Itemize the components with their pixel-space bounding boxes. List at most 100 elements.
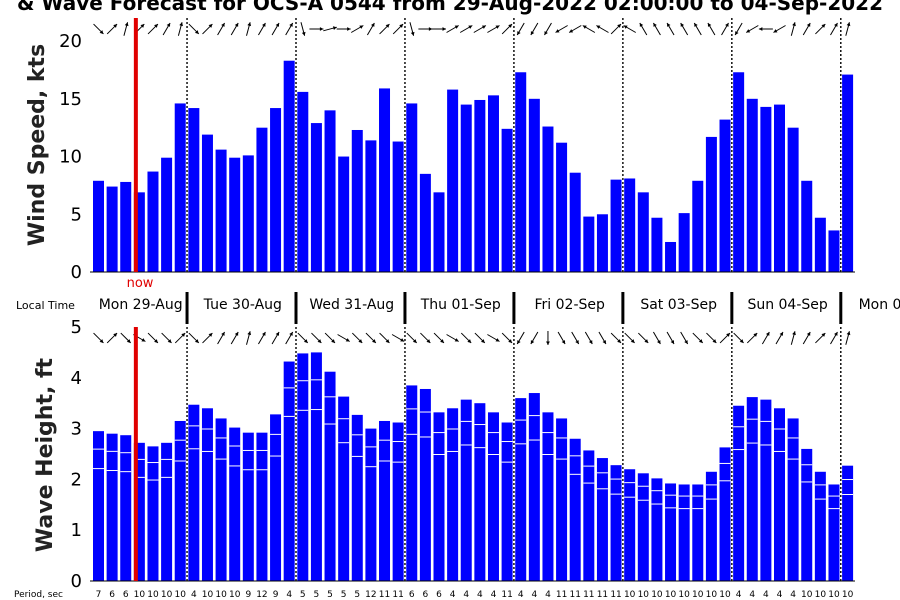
- y-tick-label: 3: [71, 419, 82, 440]
- bar: [365, 140, 377, 272]
- period-value: 10: [624, 590, 636, 600]
- direction-arrow: [202, 332, 213, 344]
- period-value: 11: [556, 590, 567, 600]
- chart-title: & Wave Forecast for OCS-A 0544 from 29-A…: [17, 0, 883, 15]
- day-label: Mon 29-Aug: [99, 297, 183, 313]
- direction-arrow: [501, 23, 513, 35]
- direction-arrow: [446, 334, 459, 342]
- period-value: 10: [706, 590, 718, 600]
- direction-arrow: [666, 22, 675, 36]
- bar: [406, 385, 418, 581]
- direction-arrow: [297, 332, 309, 344]
- period-value: 10: [215, 590, 227, 600]
- direction-arrow: [246, 331, 252, 345]
- period-value: 10: [651, 590, 663, 600]
- direction-arrow: [392, 23, 404, 35]
- direction-arrow: [246, 22, 252, 36]
- direction-arrow: [474, 332, 486, 344]
- bar: [542, 126, 554, 272]
- period-value: 4: [777, 590, 783, 600]
- bar: [637, 473, 649, 581]
- bar: [842, 74, 854, 272]
- bar: [433, 192, 445, 272]
- bar: [242, 155, 254, 272]
- direction-arrow: [693, 22, 702, 36]
- bar: [828, 484, 840, 581]
- bar: [801, 448, 813, 581]
- direction-arrow: [106, 23, 118, 35]
- direction-arrow: [336, 27, 351, 31]
- bar: [338, 396, 350, 581]
- direction-arrow: [147, 332, 159, 344]
- bar: [474, 403, 486, 581]
- direction-arrow: [830, 331, 838, 345]
- bar: [501, 422, 513, 581]
- bar: [637, 192, 649, 272]
- direction-arrow: [350, 25, 364, 33]
- bar: [842, 465, 854, 581]
- bar: [692, 180, 704, 272]
- direction-arrow: [610, 332, 622, 344]
- bar: [419, 388, 431, 581]
- period-value: 11: [569, 590, 580, 600]
- day-label: Fri 02-Sep: [535, 297, 605, 313]
- direction-arrow: [93, 23, 104, 35]
- period-value: 10: [134, 590, 146, 600]
- direction-arrow: [546, 331, 550, 345]
- direction-arrow: [706, 332, 717, 344]
- period-value: 10: [665, 590, 677, 600]
- bar: [814, 471, 826, 581]
- bar: [528, 98, 540, 273]
- direction-arrow: [285, 22, 294, 36]
- bar: [610, 465, 622, 581]
- bar: [665, 241, 677, 272]
- bar: [229, 427, 241, 581]
- bar: [120, 435, 132, 581]
- bar: [814, 217, 826, 272]
- period-value: 11: [597, 590, 608, 600]
- direction-arrow: [845, 331, 851, 345]
- bar: [828, 230, 840, 272]
- period-value: 4: [518, 590, 524, 600]
- direction-arrow: [473, 25, 487, 33]
- period-value: 10: [801, 590, 813, 600]
- direction-arrow: [93, 332, 104, 344]
- direction-arrow: [610, 23, 622, 35]
- y-tick-label: 5: [71, 317, 82, 338]
- direction-arrow: [623, 25, 636, 33]
- wave-direction-arrows: [93, 331, 851, 345]
- period-value: 10: [147, 590, 159, 600]
- direction-arrow: [433, 332, 445, 344]
- direction-arrow: [446, 25, 459, 33]
- period-value: 10: [842, 590, 854, 600]
- direction-arrow: [311, 332, 322, 344]
- direction-arrow: [530, 22, 539, 36]
- direction-arrow: [624, 332, 635, 344]
- bar: [678, 213, 690, 272]
- period-values: 7 6 6 10 10 10 10 4 10 10 10 9 12 9 4 5 5 5 5 5 12 11 11 6 6 6 4 4 4…: [96, 590, 854, 600]
- period-value: 11: [610, 590, 621, 600]
- bar: [719, 447, 731, 581]
- period-value: 10: [229, 590, 241, 600]
- bar: [596, 214, 608, 272]
- direction-arrow: [217, 331, 226, 345]
- y-tick-label: 2: [71, 469, 82, 490]
- direction-arrow: [680, 331, 689, 345]
- y-tick-label: 10: [59, 147, 82, 168]
- bar: [787, 127, 799, 272]
- bar: [324, 371, 336, 581]
- direction-arrow: [162, 22, 171, 36]
- direction-arrow: [309, 27, 324, 31]
- bar: [624, 469, 636, 581]
- direction-arrow: [802, 22, 811, 36]
- period-value: 4: [545, 590, 551, 600]
- bar: [365, 428, 377, 581]
- bar: [174, 103, 186, 272]
- now-label: now: [127, 276, 154, 291]
- direction-arrow: [692, 332, 704, 344]
- period-value: 5: [327, 590, 333, 600]
- bar: [596, 458, 608, 581]
- bar: [229, 157, 241, 272]
- y-tick-label: 5: [71, 204, 82, 225]
- direction-arrow: [544, 22, 552, 36]
